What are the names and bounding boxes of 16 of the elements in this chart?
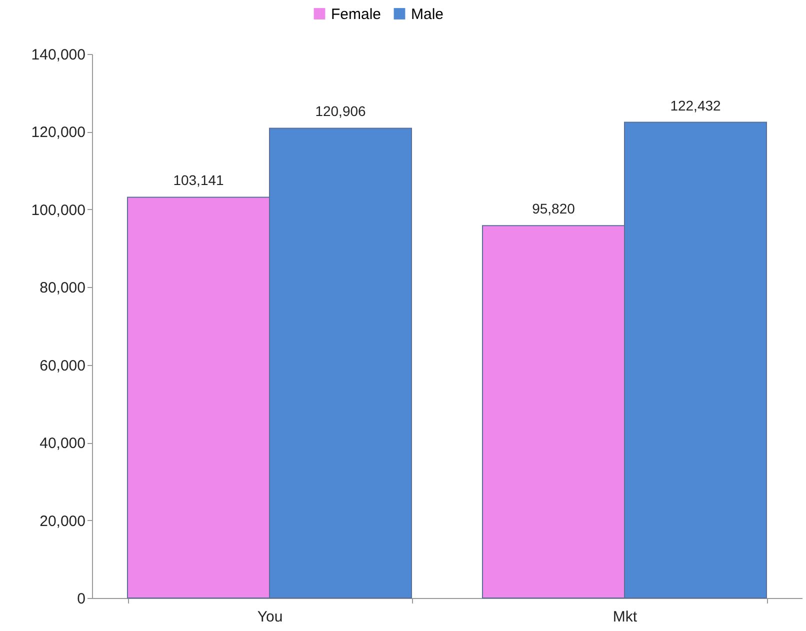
- legend-label: Male: [411, 6, 444, 23]
- data-label: 95,820: [532, 200, 576, 217]
- data-label: 122,432: [670, 97, 722, 114]
- y-tick-label: 60,000: [40, 357, 86, 374]
- y-tick-label: 100,000: [31, 202, 86, 219]
- data-label: 103,141: [173, 172, 224, 188]
- y-tick-label: 80,000: [40, 280, 86, 297]
- y-tick-label: 40,000: [40, 435, 86, 452]
- data-label: 120,906: [315, 103, 366, 120]
- x-tick-label: Mkt: [612, 608, 638, 626]
- y-tick-label: 140,000: [31, 46, 86, 64]
- y-tick-label: 120,000: [31, 124, 86, 142]
- x-tick-label: You: [257, 608, 283, 626]
- legend-label: Female: [331, 6, 382, 23]
- y-tick-label: 20,000: [40, 512, 86, 530]
- y-tick-label: 0: [77, 590, 86, 608]
